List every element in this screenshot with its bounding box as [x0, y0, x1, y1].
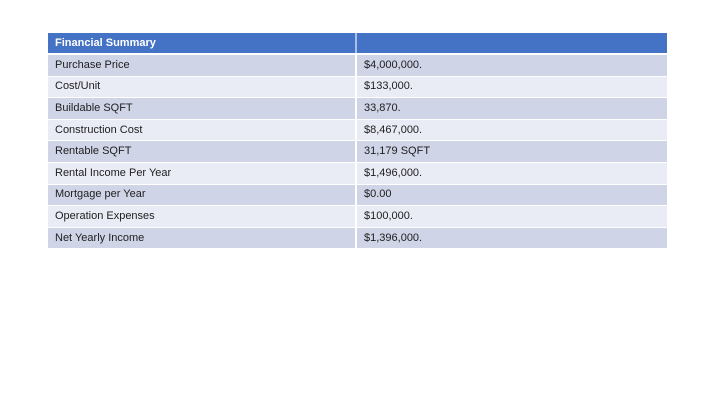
row-label: Purchase Price: [48, 55, 357, 76]
row-value: $4,000,000.: [364, 58, 423, 71]
row-label: Rentable SQFT: [48, 141, 357, 162]
table-row: Rental Income Per Year $1,496,000.: [48, 162, 667, 185]
table-row: Operation Expenses $100,000.: [48, 206, 667, 228]
row-value: $8,467,000.: [364, 123, 423, 136]
row-value: $133,000.: [364, 80, 413, 93]
table-body: Purchase Price $4,000,000. Cost/Unit $13…: [48, 55, 667, 250]
table-header-value-cell: [357, 33, 667, 53]
row-label: Cost/Unit: [48, 76, 357, 98]
row-value: 33,870.: [364, 101, 401, 114]
row-label: Construction Cost: [48, 119, 357, 141]
table-row: Cost/Unit $133,000.: [48, 76, 667, 99]
table-row: Rentable SQFT 31,179 SQFT: [48, 141, 667, 163]
table-header-title: Financial Summary: [48, 33, 357, 53]
row-label: Rental Income Per Year: [48, 162, 357, 184]
row-value: $1,496,000.: [364, 166, 423, 179]
row-value: 31,179 SQFT: [364, 145, 431, 158]
row-label: Operation Expenses: [48, 206, 357, 227]
table-row: Buildable SQFT 33,870.: [48, 98, 667, 120]
table-row: Mortgage per Year $0.00: [48, 184, 667, 207]
row-label: Buildable SQFT: [48, 98, 357, 119]
row-value: $1,396,000.: [364, 231, 423, 244]
row-value: $100,000.: [364, 209, 413, 222]
row-label: Net Yearly Income: [48, 227, 357, 249]
table-row: Net Yearly Income $1,396,000.: [48, 227, 667, 250]
table-row: Purchase Price $4,000,000.: [48, 55, 667, 77]
row-value: $0.00: [364, 188, 392, 201]
table-row: Construction Cost $8,467,000.: [48, 119, 667, 142]
table-header-row: Financial Summary: [48, 33, 667, 55]
row-label: Mortgage per Year: [48, 184, 357, 206]
financial-summary-table: Financial Summary Purchase Price $4,000,…: [48, 33, 667, 250]
